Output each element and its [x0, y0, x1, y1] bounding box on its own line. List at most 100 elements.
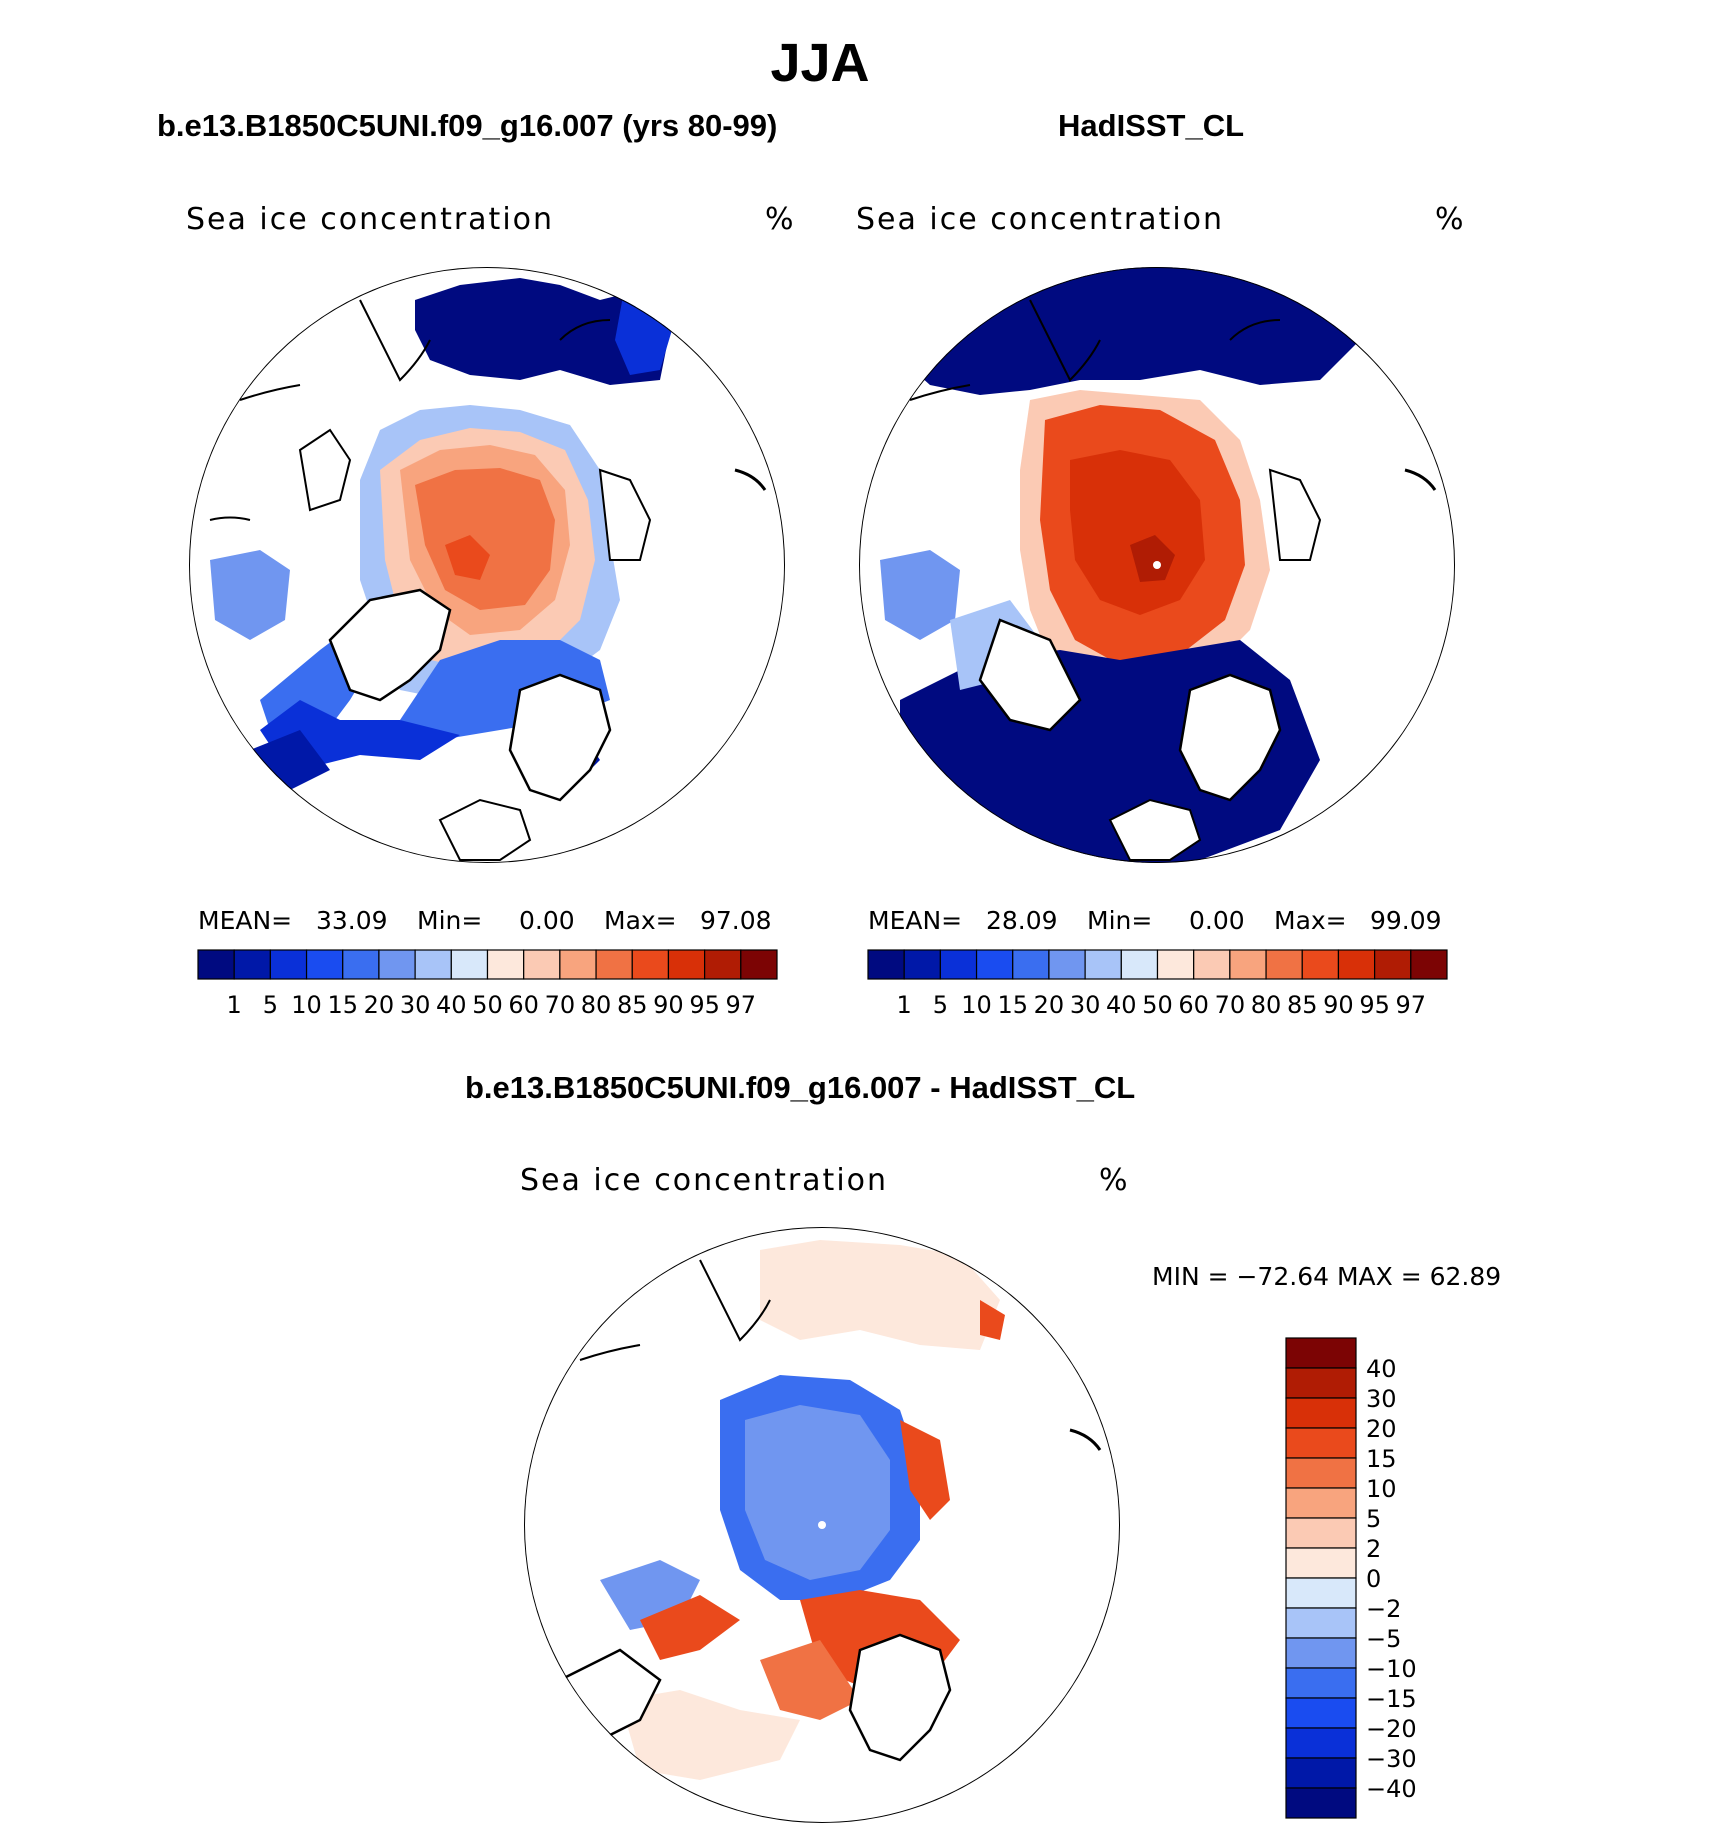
diff-panel-colorbar-swatch: [1285, 1367, 1357, 1399]
panel-1-colorbar-tick-label: 40: [436, 991, 467, 1019]
panel-1-colorbar-tick-label: 10: [291, 991, 322, 1019]
diff-panel-colorbar-swatch: [1285, 1607, 1357, 1639]
panel-1-colorbar-tick-label: 85: [617, 991, 648, 1019]
panel-1-colorbar-swatch: [667, 949, 706, 980]
diff-panel-colorbar-tick-label: 30: [1366, 1385, 1397, 1413]
panel-1-colorbar-tick-label: 15: [327, 991, 358, 1019]
panel-2-colorbar-swatch: [1301, 949, 1340, 980]
diff-panel-colorbar-swatch: [1285, 1457, 1357, 1489]
panel-1-units: %: [765, 202, 796, 237]
panel-1-colorbar-tick-label: 80: [581, 991, 612, 1019]
panel-1-colorbar-swatch: [197, 949, 235, 980]
panel-2-colorbar-tick-label: 40: [1106, 991, 1137, 1019]
panel-2-colorbar: 1 5 10 15 20 30 40 50 60 70 80 85 90 95 97: [867, 949, 1448, 1019]
panel-2-colorbar-swatch: [1084, 949, 1122, 980]
panel-1-colorbar-swatch: [378, 949, 416, 980]
diff-panel-colorbar-swatch: [1285, 1727, 1357, 1759]
diff-panel-colorbar-tick-label: −30: [1366, 1745, 1417, 1773]
diff-panel-colorbar-tick-label: 10: [1366, 1475, 1397, 1503]
diff-panel-colorbar-tick-label: −15: [1366, 1685, 1417, 1713]
diff-panel-colorbar-tick-label: 0: [1366, 1565, 1381, 1593]
panel-1-colorbar-swatch: [486, 949, 525, 980]
panel-2-colorbar-tick-label: 20: [1034, 991, 1065, 1019]
diff-panel-colorbar-swatch: [1285, 1337, 1357, 1369]
diff-panel-colorbar-tick-label: −2: [1366, 1595, 1401, 1623]
panel-1-colorbar-tick-label: 50: [472, 991, 503, 1019]
panel-1-colorbar-swatch: [631, 949, 670, 980]
panel-2-colorbar-swatch: [1048, 949, 1086, 980]
diff-panel-colorbar-swatch: [1285, 1427, 1357, 1459]
diff-panel-colorbar-tick-label: 40: [1366, 1355, 1397, 1383]
panel-2-colorbar-tick-label: 85: [1287, 991, 1318, 1019]
panel-2-min-value: 0.00: [1189, 906, 1245, 935]
panel-2-colorbar-tick-label: 30: [1070, 991, 1101, 1019]
panel-1-mean-value: 33.09: [316, 906, 388, 935]
panel-1-colorbar: 1 5 10 15 20 30 40 50 60 70 80 85 90 95 97: [197, 949, 778, 1019]
panel-2-colorbar-tick-label: 90: [1323, 991, 1354, 1019]
panel-1-mean-label: MEAN=: [198, 906, 293, 935]
panel-1-colorbar-swatch: [450, 949, 489, 980]
panel-2-colorbar-tick-label: 70: [1215, 991, 1246, 1019]
diff-panel-colorbar-tick-label: 2: [1366, 1535, 1381, 1563]
panel-1-colorbar-tick-label: 30: [400, 991, 431, 1019]
panel-2-colorbar-tick-label: 95: [1359, 991, 1390, 1019]
panel-2-variable-label: Sea ice concentration: [856, 202, 1225, 237]
panel-1-colorbar-swatch: [740, 949, 778, 980]
diff-panel-units: %: [1099, 1163, 1130, 1198]
panel-1-max-value: 97.08: [700, 906, 772, 935]
diff-panel-colorbar-swatch: [1285, 1697, 1357, 1729]
panel-2-colorbar-tick-label: 5: [933, 991, 948, 1019]
panel-1-colorbar-swatch: [559, 949, 597, 980]
panel-2-colorbar-swatch: [1229, 949, 1267, 980]
diff-panel-colorbar-tick-label: 15: [1366, 1445, 1397, 1473]
panel-2-colorbar-swatch: [1120, 949, 1159, 980]
panel-1-colorbar-tick-label: 20: [364, 991, 395, 1019]
panel-2-max-value: 99.09: [1370, 906, 1442, 935]
panel-2-colorbar-tick-label: 80: [1251, 991, 1282, 1019]
diff-panel-colorbar-swatch: [1285, 1547, 1357, 1579]
panel-2-colorbar-swatch: [939, 949, 978, 980]
diff-panel-minmax: MIN = −72.64 MAX = 62.89: [1152, 1262, 1502, 1291]
panel-1-colorbar-swatch: [595, 949, 633, 980]
panel-2-colorbar-tick-label: 50: [1142, 991, 1173, 1019]
panel-1-colorbar-swatch: [523, 949, 561, 980]
panel-2-max-label: Max=: [1274, 906, 1347, 935]
panel-1-colorbar-tick-label: 90: [653, 991, 684, 1019]
figure-title: JJA: [770, 33, 870, 93]
panel-2-map: [859, 267, 1455, 863]
diff-panel-colorbar-tick-label: −40: [1366, 1775, 1417, 1803]
panel-2-mean-label: MEAN=: [868, 906, 963, 935]
panel-1-colorbar-tick-label: 1: [227, 991, 242, 1019]
diff-panel-colorbar-tick-label: −20: [1366, 1715, 1417, 1743]
panel-2-colorbar-tick-label: 10: [961, 991, 992, 1019]
diff-panel-colorbar-tick-label: 20: [1366, 1415, 1397, 1443]
panel-1-min-label: Min=: [417, 906, 483, 935]
diff-panel-colorbar-swatch: [1285, 1517, 1357, 1549]
panel-2-colorbar-swatch: [903, 949, 941, 980]
panel-1-colorbar-swatch: [414, 949, 452, 980]
panel-2-colorbar-swatch: [1265, 949, 1303, 980]
panel-1-colorbar-tick-label: 97: [726, 991, 757, 1019]
panel-2-colorbar-swatch: [1012, 949, 1050, 980]
diff-panel-colorbar-swatch: [1285, 1397, 1357, 1429]
diff-panel-colorbar-swatch: [1285, 1487, 1357, 1519]
panel-1-colorbar-swatch: [305, 949, 344, 980]
panel-2-colorbar-swatch: [975, 949, 1014, 980]
panel-1-colorbar-tick-label: 95: [689, 991, 720, 1019]
panel-2-title: HadISST_CL: [1058, 108, 1245, 143]
panel-1-colorbar-swatch: [704, 949, 742, 980]
panel-2-min-label: Min=: [1087, 906, 1153, 935]
panel-1-colorbar-tick-label: 60: [508, 991, 539, 1019]
diff-panel-colorbar-swatch: [1285, 1757, 1357, 1789]
panel-1-colorbar-swatch: [233, 949, 271, 980]
panel-2-colorbar-tick-label: 97: [1396, 991, 1427, 1019]
diff-panel-colorbar-swatch: [1285, 1577, 1357, 1609]
panel-1-colorbar-tick-label: 70: [545, 991, 576, 1019]
panel-2-colorbar-swatch: [867, 949, 905, 980]
panel-2-colorbar-tick-label: 60: [1178, 991, 1209, 1019]
panel-2-colorbar-swatch: [1193, 949, 1231, 980]
panel-1-min-value: 0.00: [519, 906, 575, 935]
